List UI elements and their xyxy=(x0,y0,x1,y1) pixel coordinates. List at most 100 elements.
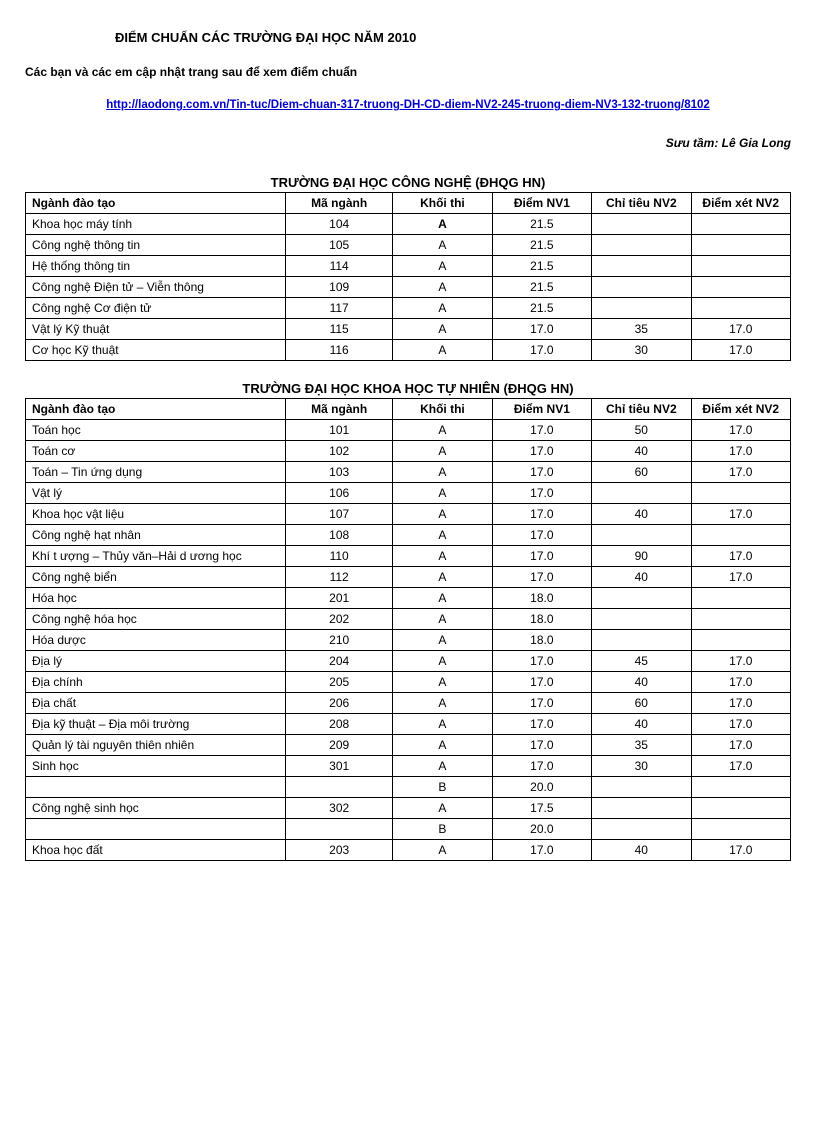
cell-nv1: 17.5 xyxy=(492,798,591,819)
cell-name: Toán cơ xyxy=(26,441,286,462)
cell-nv2t: 30 xyxy=(592,340,691,361)
cell-code: 116 xyxy=(286,340,393,361)
cell-block: A xyxy=(393,483,492,504)
table-row: Hóa học201A18.0 xyxy=(26,588,791,609)
table-row: Vật lý Kỹ thuật115A17.03517.0 xyxy=(26,319,791,340)
cell-nv2t xyxy=(592,609,691,630)
cell-name: Sinh học xyxy=(26,756,286,777)
cell-code: 104 xyxy=(286,214,393,235)
cell-block: B xyxy=(393,819,492,840)
table-row: Khoa học máy tính104A21.5 xyxy=(26,214,791,235)
table-row: B20.0 xyxy=(26,777,791,798)
cell-block: A xyxy=(393,525,492,546)
table-row: Khoa học đất203A17.04017.0 xyxy=(26,840,791,861)
cell-nv2s: 17.0 xyxy=(691,756,790,777)
cell-nv2s xyxy=(691,298,790,319)
source-link[interactable]: http://laodong.com.vn/Tin-tuc/Diem-chuan… xyxy=(106,99,710,111)
cell-nv2t: 90 xyxy=(592,546,691,567)
cell-nv2s xyxy=(691,235,790,256)
cell-block: A xyxy=(393,277,492,298)
credit: Sưu tầm: Lê Gia Long xyxy=(25,136,791,150)
cell-name xyxy=(26,777,286,798)
cell-code: 210 xyxy=(286,630,393,651)
cell-nv1: 21.5 xyxy=(492,214,591,235)
cell-block: A xyxy=(393,567,492,588)
cell-nv1: 17.0 xyxy=(492,319,591,340)
cell-name: Công nghệ sinh học xyxy=(26,798,286,819)
cell-code: 105 xyxy=(286,235,393,256)
cell-block: A xyxy=(393,235,492,256)
cell-nv2s: 17.0 xyxy=(691,546,790,567)
page-subtitle: Các bạn và các em cập nhật trang sau để … xyxy=(25,65,791,79)
cell-nv1: 18.0 xyxy=(492,609,591,630)
cell-code: 209 xyxy=(286,735,393,756)
cell-nv2t xyxy=(592,798,691,819)
cell-nv2t xyxy=(592,214,691,235)
table-row: Công nghệ Điện tử – Viễn thông109A21.5 xyxy=(26,277,791,298)
cell-name: Toán – Tin ứng dụng xyxy=(26,462,286,483)
cell-nv1: 21.5 xyxy=(492,235,591,256)
cell-nv2t: 40 xyxy=(592,714,691,735)
cell-code: 114 xyxy=(286,256,393,277)
table-row: Quản lý tài nguyên thiên nhiên209A17.035… xyxy=(26,735,791,756)
table-header-row: Ngành đào tạo Mã ngành Khối thi Điểm NV1… xyxy=(26,399,791,420)
cell-nv2s xyxy=(691,256,790,277)
cell-nv1: 17.0 xyxy=(492,340,591,361)
cell-name: Khoa học đất xyxy=(26,840,286,861)
cell-block: A xyxy=(393,504,492,525)
table-row: Hệ thống thông tin114A21.5 xyxy=(26,256,791,277)
cell-nv1: 17.0 xyxy=(492,462,591,483)
table-row: Công nghệ sinh học302A17.5 xyxy=(26,798,791,819)
cell-nv2s: 17.0 xyxy=(691,693,790,714)
cell-code: 115 xyxy=(286,319,393,340)
cell-nv1: 17.0 xyxy=(492,525,591,546)
cell-block: A xyxy=(393,298,492,319)
th-nv2s: Điểm xét NV2 xyxy=(691,193,790,214)
cell-block: A xyxy=(393,756,492,777)
table-row: Công nghệ hóa học202A18.0 xyxy=(26,609,791,630)
cell-name: Công nghệ thông tin xyxy=(26,235,286,256)
cell-nv2t: 40 xyxy=(592,567,691,588)
th-name: Ngành đào tạo xyxy=(26,193,286,214)
cell-code: 202 xyxy=(286,609,393,630)
table-row: Công nghệ hạt nhân108A17.0 xyxy=(26,525,791,546)
cell-name: Địa chất xyxy=(26,693,286,714)
cell-nv2t: 60 xyxy=(592,462,691,483)
cell-nv1: 17.0 xyxy=(492,714,591,735)
cell-code: 208 xyxy=(286,714,393,735)
cell-code: 108 xyxy=(286,525,393,546)
cell-name: Địa chính xyxy=(26,672,286,693)
cell-code: 103 xyxy=(286,462,393,483)
cell-nv2s: 17.0 xyxy=(691,651,790,672)
cell-nv2t: 30 xyxy=(592,756,691,777)
cell-nv1: 17.0 xyxy=(492,504,591,525)
cell-code: 106 xyxy=(286,483,393,504)
cell-nv2s xyxy=(691,777,790,798)
cell-nv2t xyxy=(592,298,691,319)
cell-nv2t: 45 xyxy=(592,651,691,672)
th-nv2t: Chỉ tiêu NV2 xyxy=(592,193,691,214)
cell-code xyxy=(286,777,393,798)
cell-nv2s xyxy=(691,525,790,546)
cell-nv2s: 17.0 xyxy=(691,672,790,693)
cell-nv1: 17.0 xyxy=(492,840,591,861)
cell-nv2s: 17.0 xyxy=(691,340,790,361)
table-row: B20.0 xyxy=(26,819,791,840)
cell-code: 117 xyxy=(286,298,393,319)
cell-code: 205 xyxy=(286,672,393,693)
cell-nv2t xyxy=(592,277,691,298)
cell-code: 301 xyxy=(286,756,393,777)
cell-nv2s xyxy=(691,277,790,298)
cell-nv2t xyxy=(592,256,691,277)
cell-nv2t xyxy=(592,525,691,546)
cell-nv2t: 50 xyxy=(592,420,691,441)
cell-name: Hóa dược xyxy=(26,630,286,651)
cell-nv1: 20.0 xyxy=(492,777,591,798)
cell-nv2t xyxy=(592,819,691,840)
cell-code: 102 xyxy=(286,441,393,462)
cell-name: Hệ thống thông tin xyxy=(26,256,286,277)
cell-block: A xyxy=(393,588,492,609)
cell-nv2s: 17.0 xyxy=(691,735,790,756)
cell-nv1: 17.0 xyxy=(492,483,591,504)
cell-name: Vật lý xyxy=(26,483,286,504)
